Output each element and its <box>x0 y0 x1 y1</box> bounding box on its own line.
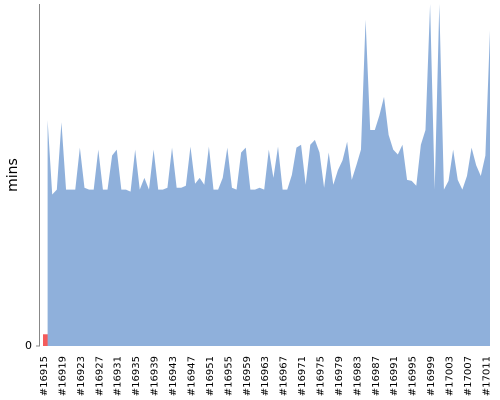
x-tick-label: #17011 <box>481 356 492 396</box>
x-tick-label: #16927 <box>94 356 105 396</box>
x-tick-label: #16983 <box>352 356 363 396</box>
y-axis-label: mins <box>5 158 21 192</box>
x-tick-label: #16935 <box>131 356 142 396</box>
x-tick-label: #16951 <box>205 356 216 396</box>
x-tick-label: #16947 <box>186 356 197 396</box>
x-tick-label: #16963 <box>260 356 271 396</box>
x-tick-label: #17007 <box>463 356 474 396</box>
x-tick-label: #16999 <box>426 356 437 396</box>
x-tick-label: #16991 <box>389 356 400 396</box>
x-tick-label: #16931 <box>113 356 124 396</box>
x-tick-label: #17003 <box>445 356 456 396</box>
x-tick-label: #16979 <box>334 356 345 396</box>
x-tick-label: #16971 <box>297 356 308 396</box>
x-tick-label: #16915 <box>39 356 50 396</box>
x-tick-label: #16987 <box>371 356 382 396</box>
x-tick-label: #16967 <box>279 356 290 396</box>
x-tick-label: #16923 <box>76 356 87 396</box>
x-tick-label: #16955 <box>223 356 234 396</box>
x-tick-label: #16975 <box>315 356 326 396</box>
x-tick-label: #16943 <box>168 356 179 396</box>
x-tick-label: #16959 <box>242 356 253 396</box>
area <box>47 4 490 346</box>
x-tick-label: #16919 <box>57 356 68 396</box>
x-tick-label: #16995 <box>408 356 419 396</box>
x-tick-label: #16939 <box>150 356 161 396</box>
y-tick-label: 0 <box>25 339 32 352</box>
